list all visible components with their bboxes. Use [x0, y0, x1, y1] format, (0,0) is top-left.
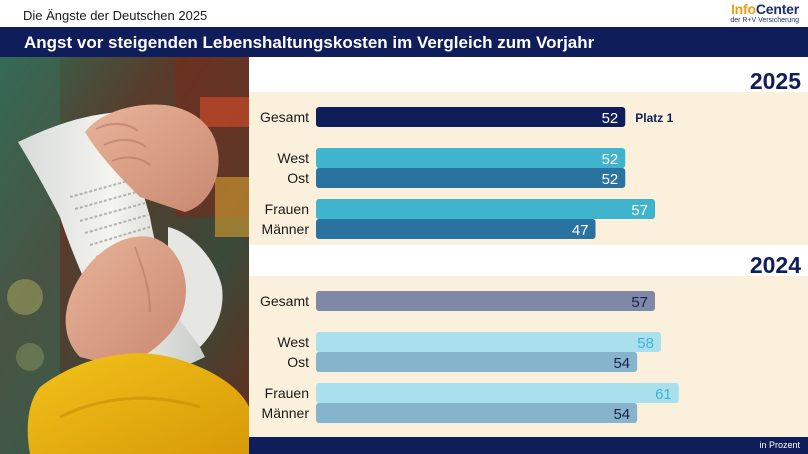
- bar-2025-frauen: [316, 199, 655, 219]
- bar-value-2024-west: 58: [637, 335, 654, 352]
- bar-label-2025-gesamt: Gesamt: [260, 109, 309, 125]
- page-top-title: Die Ängste der Deutschen 2025: [23, 8, 208, 23]
- bar-value-2024-ost: 54: [613, 355, 630, 372]
- bar-2025-männer: [316, 219, 596, 239]
- bar-2024-gesamt: [316, 291, 655, 311]
- bar-label-2024-gesamt: Gesamt: [260, 293, 309, 309]
- bar-label-2024-ost: Ost: [287, 354, 309, 370]
- unit-note: in Prozent: [759, 440, 800, 450]
- bar-value-2024-gesamt: 57: [631, 294, 648, 311]
- receipt-photo-image: [0, 57, 249, 454]
- bar-label-2025-ost: Ost: [287, 170, 309, 186]
- logo-info-text: Info: [730, 1, 756, 17]
- bar-label-2024-frauen: Frauen: [265, 385, 309, 401]
- bar-label-2024-männer: Männer: [262, 405, 310, 421]
- chart-area: 2025 Gesamt 52 Platz 1 West 52 Ost 52 Frauen 57 Mä…: [249, 57, 808, 437]
- receipt-photo: [0, 57, 249, 454]
- year-header-band-2025: [249, 67, 808, 92]
- bar-label-2025-west: West: [277, 150, 309, 166]
- logo-center-text: Center: [755, 1, 799, 17]
- bar-2025-ost: [316, 168, 626, 188]
- year-label-2024: 2024: [750, 252, 801, 278]
- bar-value-2025-west: 52: [602, 151, 619, 168]
- title-banner: Angst vor steigenden Lebenshaltungskoste…: [0, 27, 808, 57]
- bar-label-2025-frauen: Frauen: [265, 201, 309, 217]
- bar-2025-gesamt: [316, 107, 626, 127]
- bar-2024-frauen: [316, 383, 679, 403]
- bar-value-2025-gesamt: 52: [602, 110, 619, 127]
- bar-2024-west: [316, 332, 661, 352]
- bar-chart: 2025 Gesamt 52 Platz 1 West 52 Ost 52 Frauen 57 Mä…: [249, 67, 808, 437]
- year-header-band-2024: [249, 251, 808, 276]
- chart-title: Angst vor steigenden Lebenshaltungskoste…: [24, 33, 595, 52]
- bar-value-2024-männer: 54: [613, 406, 630, 423]
- bar-2025-west: [316, 148, 626, 168]
- rank-annotation: Platz 1: [635, 111, 673, 125]
- infocenter-logo: InfoCenter der R+V Versicherung: [730, 2, 799, 24]
- bar-2024-ost: [316, 352, 638, 372]
- footer-bar: in Prozent: [249, 437, 808, 454]
- year-label-2025: 2025: [750, 68, 801, 94]
- bar-value-2025-männer: 47: [572, 222, 589, 239]
- bar-value-2024-frauen: 61: [655, 386, 672, 403]
- bar-value-2025-ost: 52: [602, 171, 619, 188]
- bar-value-2025-frauen: 57: [631, 202, 648, 219]
- logo-subtitle: der R+V Versicherung: [730, 17, 799, 24]
- bar-2024-männer: [316, 403, 638, 423]
- bar-label-2024-west: West: [277, 334, 309, 350]
- bar-label-2025-männer: Männer: [262, 221, 310, 237]
